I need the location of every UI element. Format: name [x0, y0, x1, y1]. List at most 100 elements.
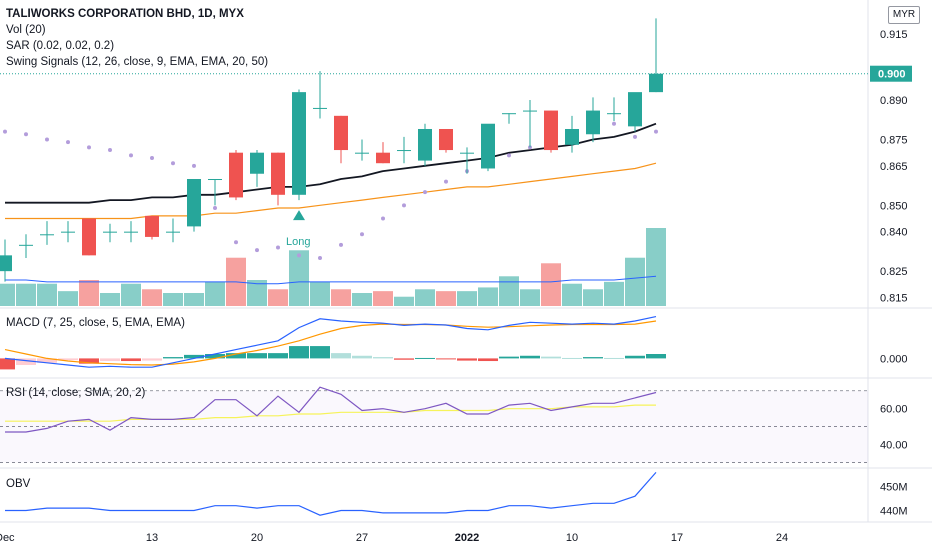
candle-body[interactable]: [187, 179, 201, 227]
rsi-band-fill: [0, 390, 868, 463]
ema-fast-line: [5, 122, 657, 204]
candle-body[interactable]: [565, 128, 579, 145]
candle-body[interactable]: [208, 179, 222, 181]
candle-body[interactable]: [439, 128, 453, 151]
rsi-legend[interactable]: RSI (14, close, SMA, 20, 2): [6, 385, 145, 401]
rsi-label[interactable]: RSI (14, close, SMA, 20, 2): [6, 387, 146, 399]
sar-dot: [423, 190, 427, 195]
obv-label[interactable]: OBV: [6, 478, 31, 490]
sar-dot: [507, 153, 511, 158]
candle-body[interactable]: [418, 128, 432, 161]
macd-histogram-bar: [457, 358, 477, 361]
long-signal-marker: [293, 210, 305, 221]
macd-signal-line: [4, 320, 657, 366]
candle-body[interactable]: [82, 218, 96, 256]
time-tick-label: 20: [251, 532, 263, 544]
sar-dot: [318, 255, 322, 260]
candle-body[interactable]: [103, 231, 117, 233]
legend-volume[interactable]: Vol (20): [6, 24, 46, 36]
sar-dot: [297, 253, 301, 258]
macd-histogram-bar: [646, 354, 666, 359]
legend-swing-signals[interactable]: Swing Signals (12, 26, close, 9, EMA, EM…: [6, 56, 269, 68]
price-tick-label: 0.815: [880, 292, 908, 304]
macd-histogram-bar: [436, 358, 456, 360]
volume-bar: [436, 291, 456, 306]
volume-bar: [163, 293, 183, 306]
candle-body[interactable]: [355, 152, 369, 154]
price-tick-label: 0.915: [880, 29, 908, 41]
macd-histogram-bar: [499, 356, 519, 359]
macd-histogram-bar: [16, 358, 36, 365]
volume-bar: [268, 289, 288, 306]
rsi-tick-label: 40.00: [880, 440, 908, 452]
candle-body[interactable]: [145, 215, 159, 237]
volume-bar: [121, 283, 141, 306]
volume-bar: [247, 280, 267, 306]
volume-bar: [520, 289, 540, 306]
macd-histogram-bar: [478, 358, 498, 362]
candle-body[interactable]: [523, 110, 537, 112]
price-tick-label: 0.840: [880, 227, 908, 239]
macd-histogram-bar: [100, 358, 120, 362]
obv-legend[interactable]: OBV: [6, 476, 30, 492]
volume-bar: [646, 228, 666, 306]
volume-bar: [100, 293, 120, 306]
macd-histogram-bar: [205, 354, 225, 359]
macd-histogram-bar: [562, 357, 582, 359]
candle-body[interactable]: [292, 92, 306, 195]
candle-body[interactable]: [376, 152, 390, 164]
candle-body[interactable]: [19, 244, 33, 246]
volume-ma-line: [5, 275, 657, 285]
macd-legend[interactable]: MACD (7, 25, close, 5, EMA, EMA): [6, 315, 185, 331]
candle-body[interactable]: [649, 73, 663, 93]
candle-body[interactable]: [250, 152, 264, 174]
candle-body[interactable]: [502, 113, 516, 115]
last-price-badge-label: 0.900: [878, 69, 906, 81]
time-tick-label: 24: [776, 532, 788, 544]
candle-body[interactable]: [0, 255, 12, 272]
volume-bar: [184, 293, 204, 306]
candle-body[interactable]: [544, 110, 558, 151]
chart-title: TALIWORKS CORPORATION BHD, 1D, MYX: [6, 8, 244, 20]
time-tick-label: Dec: [0, 532, 15, 544]
candle-body[interactable]: [397, 150, 411, 152]
volume-bar: [16, 283, 36, 306]
volume-bar: [331, 289, 351, 306]
sar-dot: [129, 153, 133, 158]
candle-body[interactable]: [481, 123, 495, 169]
macd-histogram-bar: [583, 357, 603, 359]
candle-body[interactable]: [313, 107, 327, 109]
candle-body[interactable]: [271, 152, 285, 195]
obv-tick-label: 450M: [880, 482, 908, 494]
macd-histogram-bar: [604, 357, 624, 359]
candle-body[interactable]: [334, 115, 348, 151]
macd-label[interactable]: MACD (7, 25, close, 5, EMA, EMA): [6, 317, 185, 329]
volume-bar: [289, 250, 309, 306]
candle-body[interactable]: [166, 231, 180, 233]
time-tick-label: 13: [146, 532, 158, 544]
sar-dot: [633, 134, 637, 139]
volume-bar: [604, 281, 624, 306]
price-tick-label: 0.890: [880, 95, 908, 107]
candle-body[interactable]: [124, 231, 138, 233]
macd-histogram-bar: [37, 358, 57, 363]
candle-body[interactable]: [460, 152, 474, 154]
volume-bar: [79, 280, 99, 306]
macd-histogram-bar: [352, 355, 372, 359]
volume-bar: [352, 293, 372, 306]
sar-dot: [24, 132, 28, 137]
currency-button[interactable]: MYR: [888, 6, 920, 24]
candle-body[interactable]: [229, 152, 243, 198]
candle-body[interactable]: [628, 92, 642, 127]
legend-sar[interactable]: SAR (0.02, 0.02, 0.2): [6, 40, 115, 52]
volume-bar: [310, 281, 330, 306]
volume-bar: [625, 257, 645, 306]
price-tick-label: 0.850: [880, 200, 908, 212]
last-price-badge: [870, 65, 912, 82]
candle-body[interactable]: [607, 113, 621, 115]
candle-body[interactable]: [61, 231, 75, 233]
candle-body[interactable]: [40, 234, 54, 236]
sar-dot: [276, 245, 280, 250]
candle-body[interactable]: [586, 110, 600, 135]
